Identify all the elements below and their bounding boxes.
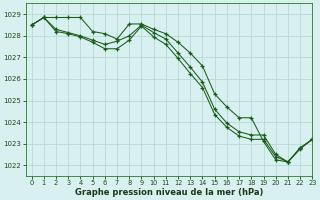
X-axis label: Graphe pression niveau de la mer (hPa): Graphe pression niveau de la mer (hPa)	[75, 188, 263, 197]
